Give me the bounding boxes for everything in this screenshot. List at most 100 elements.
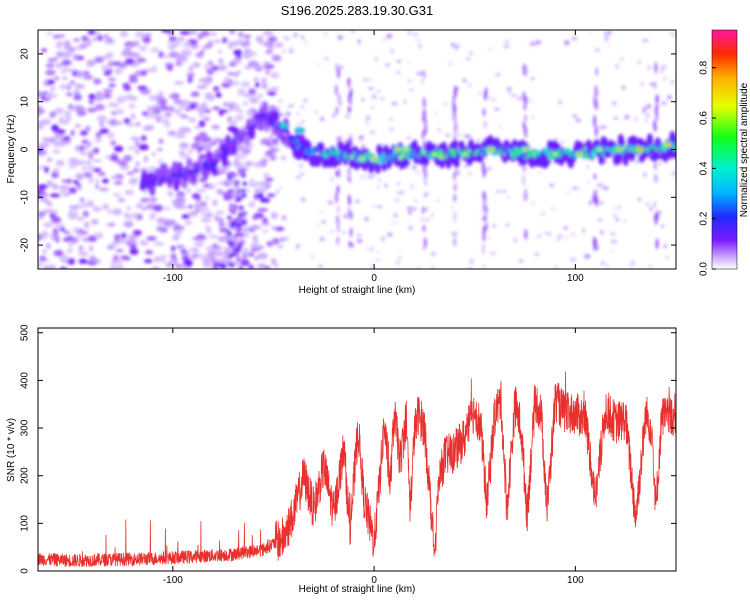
spectrogram-cell [374, 161, 381, 174]
spectrogram-cell [349, 137, 353, 148]
spectrogram-cell [407, 79, 412, 83]
spectrogram-cell [330, 230, 334, 234]
spectrogram-cell [645, 118, 648, 124]
spectrogram-cell [194, 124, 201, 130]
spectrogram-cell [244, 48, 252, 54]
spectrogram-cell [205, 228, 212, 234]
spectrogram-cell [404, 148, 409, 151]
spectrogram-cell [248, 143, 253, 149]
spectrogram-cell [262, 61, 271, 65]
spectrogram-cell [230, 252, 236, 257]
spectrogram-cell [271, 54, 282, 62]
spectrogram-cell [421, 117, 424, 122]
spectrogram-cell [270, 211, 278, 219]
spectrogram-cell [353, 159, 360, 171]
spectrogram-cell [393, 213, 398, 218]
spectrogram-cell [212, 165, 219, 177]
spectrogram-cell [231, 104, 241, 112]
spectrogram-cell [437, 198, 440, 202]
spectrogram-cell [301, 35, 305, 40]
spectrogram-cell [538, 170, 542, 174]
spectrogram-cell [88, 245, 94, 252]
spectrogram-cell [68, 205, 79, 210]
spectrogram-cell [263, 172, 270, 179]
spectrogram-cell [99, 121, 105, 128]
spectrogram-cell [372, 157, 377, 161]
colorbar-tick-label: 0.0 [699, 262, 710, 276]
spectrogram-cell [143, 155, 149, 163]
spectrogram-cell [549, 183, 554, 187]
spectrogram-cell [73, 94, 83, 101]
spectrogram-cell [257, 192, 264, 199]
spectrogram-cell [320, 116, 325, 122]
spectrogram-cell [347, 206, 351, 218]
snr-panel: -100 0 100 0 100 200 300 400 500 Height of strai… [6, 324, 677, 595]
spectrogram-cell [38, 261, 43, 268]
spectrogram-cell [92, 37, 98, 41]
spectrogram-cell [417, 44, 422, 49]
spectrogram-cell [254, 193, 259, 201]
spectrogram-cell [424, 124, 427, 135]
spectrogram-cell [408, 225, 413, 231]
spectrogram-cell [157, 159, 164, 163]
spectrogram-cell [213, 137, 222, 143]
spectrogram-cell [338, 65, 344, 69]
spectrogram-cell [155, 117, 161, 123]
spectrogram-cell [495, 72, 501, 78]
spectrogram-cell [236, 257, 242, 262]
spectrogram-cell [214, 258, 221, 263]
spectrogram-cell [242, 258, 248, 263]
spectrogram-cell [223, 76, 230, 84]
spectrogram-cell [108, 83, 116, 88]
spectrogram-cell [396, 190, 402, 196]
spectrogram-cell [110, 260, 118, 265]
spectrogram-cell [261, 229, 269, 234]
spectrogram-cell [114, 264, 124, 269]
spectrogram-cell [593, 115, 596, 127]
spectrogram-cell [457, 132, 461, 138]
spectrogram-cell [453, 113, 457, 125]
spectrogram-cell [374, 258, 381, 262]
spectrogram-cell [219, 262, 227, 269]
chart-title: S196.2025.283.19.30.G31 [281, 3, 434, 18]
spectrogram-cell [192, 237, 203, 241]
colorbar-tick-label: 0.6 [699, 111, 710, 125]
spectrogram-cell [621, 85, 626, 90]
spectrogram-cell [144, 32, 152, 38]
spectrogram-cell [126, 122, 137, 127]
spectrogram-cell [185, 187, 192, 194]
spectrogram-blobs [38, 30, 676, 269]
spectrogram-cell [671, 171, 676, 176]
spectrogram-cell [45, 63, 55, 68]
spectrogram-cell [349, 89, 353, 97]
spectrogram-cell [482, 243, 485, 255]
spectrogram-cell [384, 183, 388, 188]
spectrogram-cell [93, 147, 100, 154]
spectrogram-cell [208, 39, 215, 44]
spectrogram-cell [156, 217, 166, 224]
spectrogram-cell [74, 83, 83, 89]
y-tick-label: 400 [20, 372, 31, 389]
spectrogram-ylabel: Frequency (Hz) [6, 115, 17, 184]
spectrogram-cell [63, 230, 71, 234]
spectrogram-cell [396, 148, 401, 151]
spectrogram-cell [299, 133, 306, 147]
spectrogram-cell [199, 201, 208, 207]
spectrogram-cell [221, 154, 228, 168]
colorbar: 0.0 0.2 0.4 0.6 0.8 Normalized spectral ampl… [699, 29, 750, 276]
spectrogram-cell [228, 237, 238, 242]
spectrogram-cell [588, 200, 593, 205]
spectrogram-cell [168, 94, 178, 98]
spectrogram-cell [150, 47, 160, 53]
x-tick-label: -100 [163, 273, 183, 284]
spectrogram-cell [228, 203, 234, 208]
colorbar-label: Normalized spectral amplitude [739, 82, 750, 217]
spectrogram-cell [187, 148, 194, 154]
spectrogram-cell [128, 103, 136, 109]
spectrogram-cell [119, 165, 130, 170]
spectrogram-cell [236, 173, 242, 177]
spectrogram-cell [253, 212, 264, 219]
spectrogram-cell [530, 98, 533, 104]
spectrogram-cell [188, 210, 199, 217]
spectrogram-cell [372, 94, 377, 99]
